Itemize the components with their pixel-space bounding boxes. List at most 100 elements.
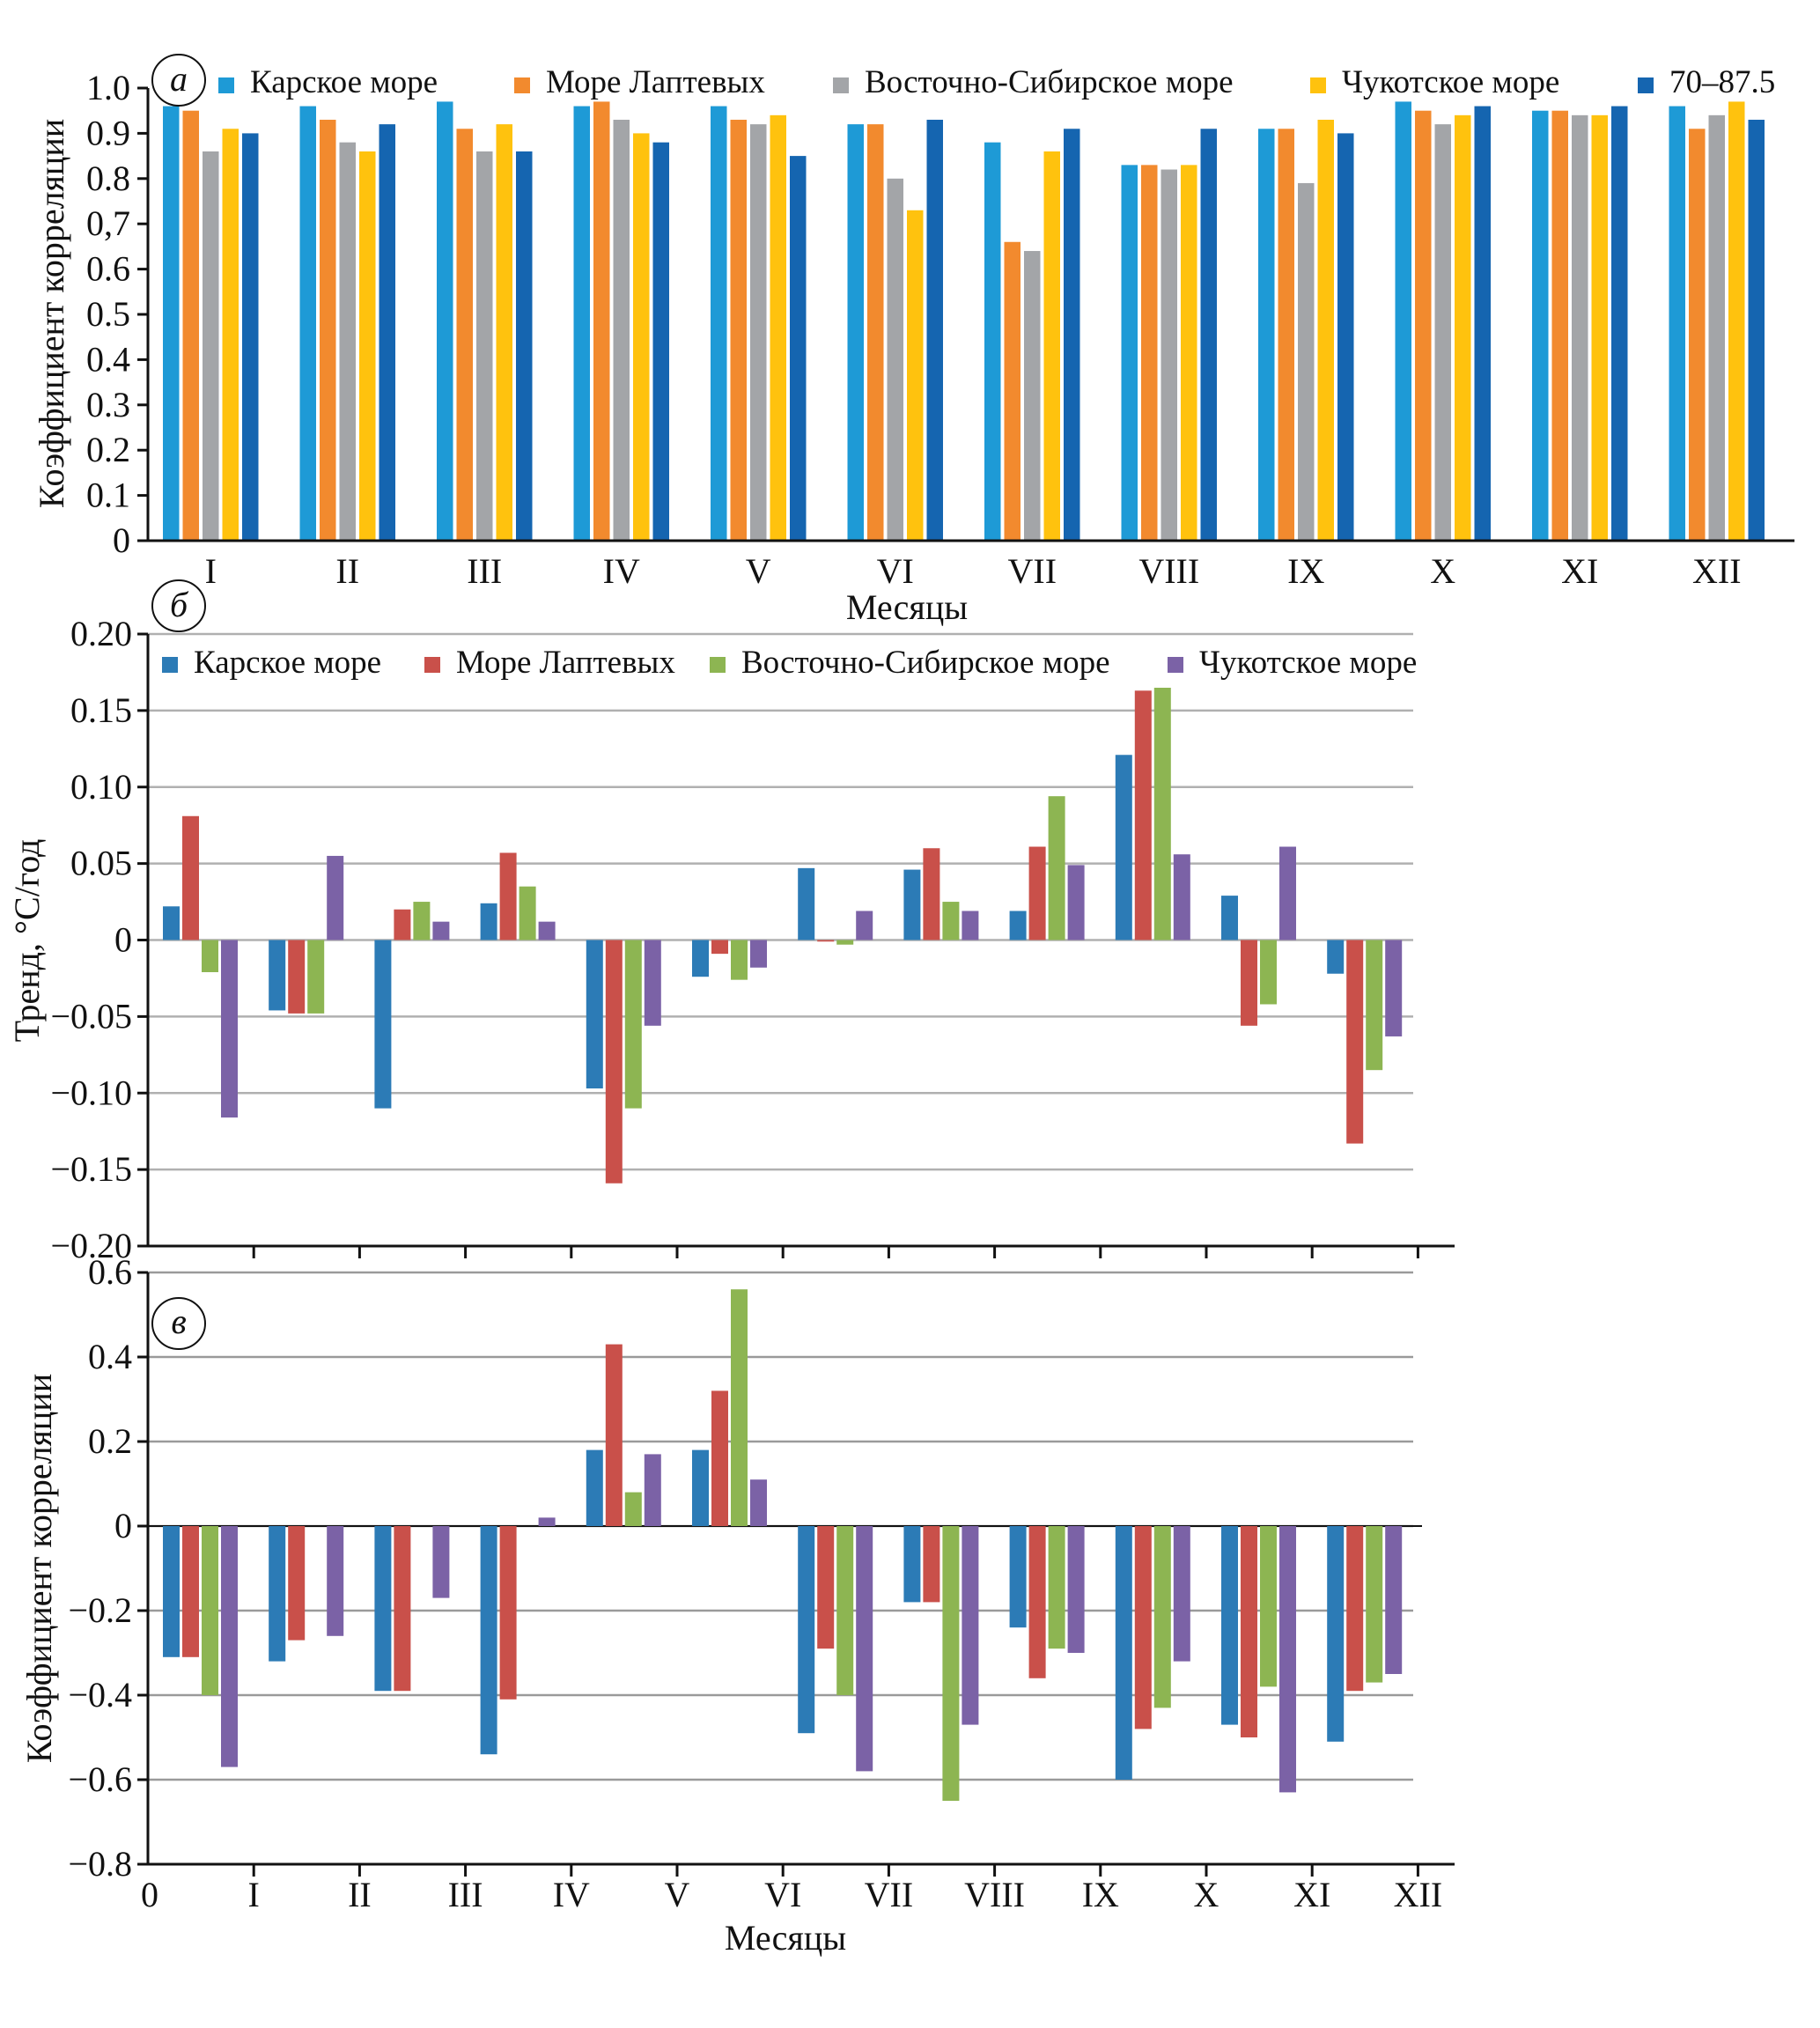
a-bar-70-87-V bbox=[790, 156, 807, 541]
a-bar-east-siberian-X bbox=[1434, 124, 1451, 541]
bar-chukchi-I bbox=[221, 1526, 238, 1767]
a-y-tick-label: 1.0 bbox=[86, 68, 130, 107]
bar-east-siberian-V bbox=[624, 1492, 642, 1526]
bar-chukchi-VIII bbox=[962, 1526, 979, 1725]
bar-chukchi-III bbox=[432, 1526, 450, 1598]
legend-b-label-laptev: Море Лаптевых bbox=[456, 645, 675, 681]
a-bar-laptev-IV bbox=[593, 101, 610, 542]
a-bar-kara-I bbox=[163, 106, 180, 541]
bar-east-siberian-VIII bbox=[942, 902, 960, 940]
bar-kara-IX bbox=[1009, 911, 1027, 940]
a-bar-laptev-III bbox=[456, 129, 473, 541]
bar-chukchi-II bbox=[327, 855, 344, 940]
a-bar-east-siberian-XII bbox=[1708, 114, 1725, 541]
bar-kara-VII bbox=[798, 867, 815, 940]
panel-c-correlation-chart: −0.8−0.6−0.4−0.200.20.40.6 I II III IV V VI VI… bbox=[19, 1252, 1455, 1958]
a-bar-laptev-IX bbox=[1278, 129, 1294, 541]
y-tick-label: −0.4 bbox=[68, 1675, 132, 1715]
panel-a-x-axis-title: Месяцы bbox=[846, 587, 968, 627]
bar-kara-X bbox=[1115, 755, 1132, 940]
bar-laptev-IX bbox=[1028, 1526, 1046, 1678]
legend-b-item-east-siberian: Восточно-Сибирское море bbox=[710, 645, 1110, 681]
bar-chukchi-VII bbox=[856, 911, 873, 940]
a-bar-chukchi-II bbox=[359, 151, 376, 541]
bar-east-siberian-VIII bbox=[942, 1526, 960, 1801]
bar-kara-I bbox=[163, 1526, 180, 1657]
bar-chukchi-V bbox=[644, 1454, 661, 1526]
bar-chukchi-IV bbox=[538, 1517, 556, 1526]
bar-chukchi-VIII bbox=[962, 911, 979, 940]
bar-kara-XII bbox=[1327, 1526, 1345, 1742]
a-bar-70-87-II bbox=[379, 124, 395, 541]
a-y-tick-label: 0.3 bbox=[86, 385, 130, 424]
bar-kara-II bbox=[269, 940, 286, 1011]
legend-item-kara: Карское море bbox=[218, 64, 438, 100]
a-x-tick-label-V: V bbox=[746, 551, 771, 591]
bar-laptev-I bbox=[182, 1526, 199, 1657]
bar-kara-VI bbox=[692, 940, 709, 977]
bar-laptev-II bbox=[288, 940, 306, 1014]
bar-kara-VIII bbox=[903, 1526, 921, 1603]
bar-laptev-V bbox=[605, 940, 623, 1184]
bar-kara-V bbox=[586, 940, 603, 1089]
y-tick-label: 0.05 bbox=[70, 844, 132, 883]
y-tick-label: −0.15 bbox=[50, 1149, 132, 1189]
legend-b-swatch-laptev bbox=[424, 657, 440, 673]
a-y-tick-label: 0.4 bbox=[86, 339, 130, 379]
bar-east-siberian-III bbox=[413, 902, 431, 940]
a-bar-east-siberian-V bbox=[750, 124, 767, 541]
bar-laptev-I bbox=[182, 815, 199, 940]
bar-chukchi-IV bbox=[538, 921, 556, 940]
x-tick-label-V: V bbox=[665, 1875, 690, 1914]
legend-label-kara: Карское море bbox=[250, 64, 438, 100]
a-bar-laptev-I bbox=[182, 110, 199, 541]
a-bar-kara-V bbox=[711, 106, 727, 541]
y-tick-label: −0.8 bbox=[68, 1844, 132, 1884]
a-bar-chukchi-V bbox=[770, 114, 786, 541]
bar-laptev-VI bbox=[711, 940, 728, 955]
legend-item-chukchi: Чукотское море bbox=[1310, 64, 1559, 100]
a-y-tick-label: 0.8 bbox=[86, 159, 130, 198]
bar-laptev-X bbox=[1134, 690, 1152, 940]
legend-swatch-chukchi bbox=[1310, 77, 1326, 93]
bar-east-siberian-VII bbox=[836, 940, 854, 945]
bar-laptev-II bbox=[288, 1526, 306, 1641]
a-x-tick-label-VI: VI bbox=[877, 551, 914, 591]
a-bar-70-87-XI bbox=[1611, 106, 1628, 541]
panel-a-bars bbox=[163, 101, 1765, 542]
bar-chukchi-X bbox=[1173, 1526, 1190, 1662]
bar-laptev-IX bbox=[1028, 846, 1046, 940]
bar-east-siberian-XI bbox=[1260, 940, 1277, 1005]
panel-a-y-axis-title: Коэффициент корреляции bbox=[32, 119, 71, 508]
x-tick-label-VIII: VIII bbox=[964, 1875, 1025, 1914]
a-bar-laptev-II bbox=[320, 119, 336, 542]
bar-east-siberian-XI bbox=[1260, 1526, 1277, 1687]
bar-kara-III bbox=[374, 1526, 392, 1692]
a-bar-chukchi-I bbox=[222, 129, 239, 541]
a-bar-kara-II bbox=[299, 106, 316, 541]
bar-kara-IX bbox=[1009, 1526, 1027, 1628]
bar-kara-I bbox=[163, 906, 180, 940]
legend-item-70-87: 70–87.5 bbox=[1638, 64, 1775, 100]
bar-kara-VI bbox=[692, 1449, 709, 1526]
a-bar-kara-VIII bbox=[1121, 165, 1138, 541]
a-bar-chukchi-XI bbox=[1591, 114, 1608, 541]
bar-kara-III bbox=[374, 940, 392, 1109]
a-bar-laptev-VII bbox=[1004, 241, 1021, 541]
bar-laptev-VIII bbox=[923, 1526, 940, 1603]
a-bar-east-siberian-I bbox=[203, 151, 219, 541]
legend-b-swatch-chukchi bbox=[1168, 657, 1183, 673]
a-bar-70-87-XII bbox=[1748, 119, 1765, 542]
panel-c-y-ticks: −0.8 −0.6 −0.4 −0.2 0 0.2 0.4 0.6 bbox=[68, 1252, 148, 1884]
bar-laptev-XII bbox=[1346, 940, 1364, 1144]
bar-east-siberian-XII bbox=[1366, 1526, 1383, 1683]
bar-kara-XI bbox=[1221, 1526, 1238, 1725]
a-bar-chukchi-III bbox=[496, 124, 512, 541]
a-bar-laptev-VI bbox=[867, 124, 884, 541]
legend-label-chukchi: Чукотское море bbox=[1342, 64, 1559, 100]
panel-a-letter-text: а bbox=[170, 59, 188, 99]
bar-east-siberian-IV bbox=[519, 886, 536, 940]
a-bar-east-siberian-VI bbox=[887, 178, 903, 542]
y-tick-label: 0.4 bbox=[88, 1337, 132, 1376]
